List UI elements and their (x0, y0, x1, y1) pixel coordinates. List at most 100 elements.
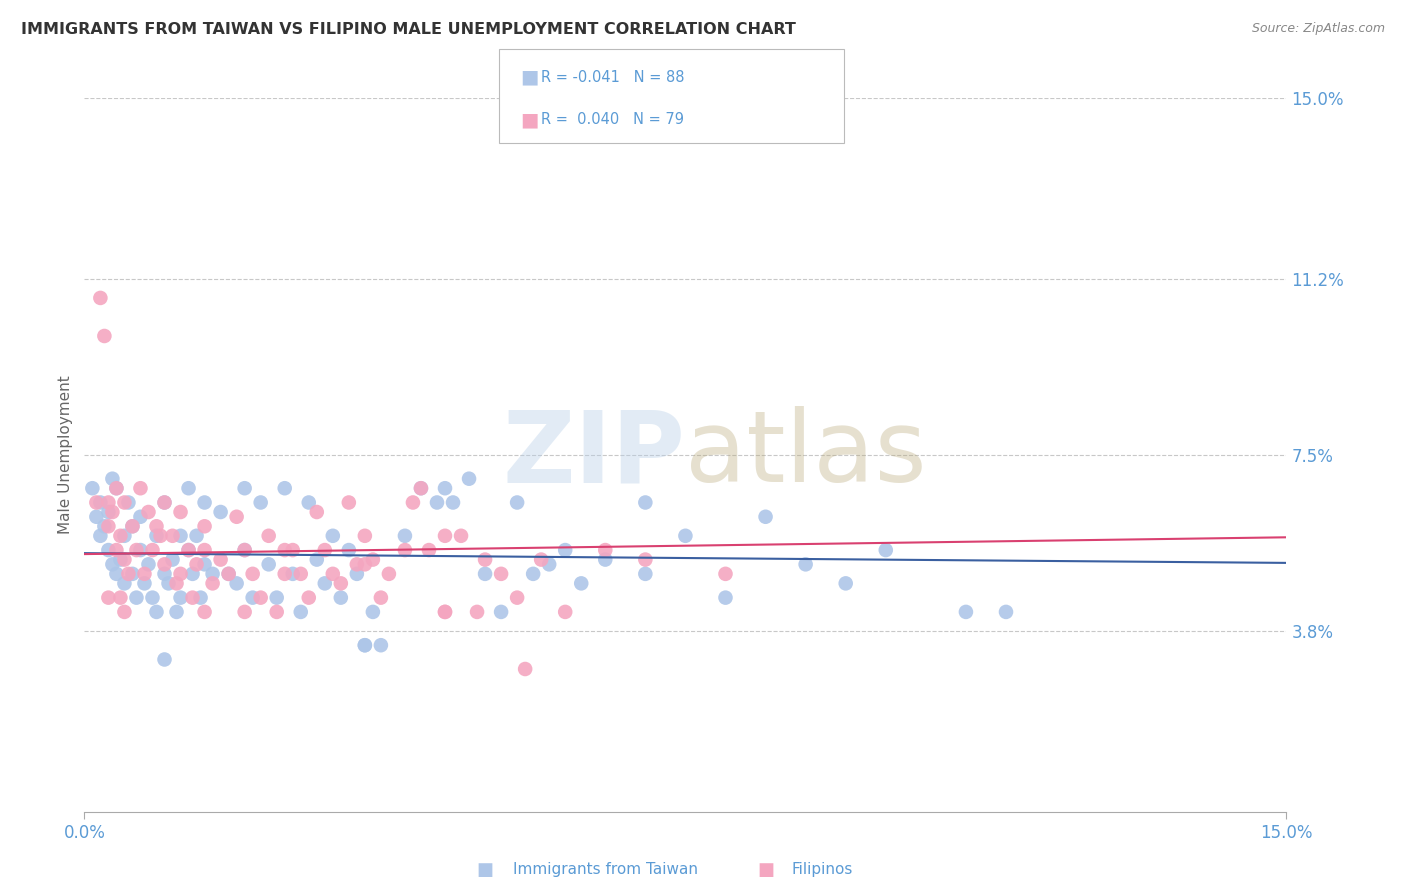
Point (441, 495, 464, 509)
Point (97, 591, 120, 605)
Point (835, 576, 858, 591)
Point (378, 566, 401, 581)
Point (329, 591, 352, 605)
Point (153, 566, 176, 581)
Point (426, 495, 449, 509)
Text: Filipinos: Filipinos (792, 863, 853, 877)
Text: IMMIGRANTS FROM TAIWAN VS FILIPINO MALE UNEMPLOYMENT CORRELATION CHART: IMMIGRANTS FROM TAIWAN VS FILIPINO MALE … (21, 22, 796, 37)
Point (298, 495, 321, 509)
Point (714, 566, 737, 581)
Point (249, 591, 271, 605)
Point (506, 495, 529, 509)
Point (361, 605, 384, 619)
Point (153, 558, 176, 572)
Point (233, 481, 256, 495)
Text: ZIP: ZIP (502, 407, 686, 503)
Point (218, 566, 240, 581)
Point (354, 529, 377, 543)
Point (114, 552, 135, 566)
Point (538, 558, 561, 572)
Point (370, 591, 392, 605)
Point (129, 509, 152, 524)
Point (418, 543, 440, 558)
Point (257, 558, 280, 572)
Point (181, 566, 204, 581)
Point (110, 591, 132, 605)
Point (169, 566, 191, 581)
Point (93, 519, 115, 533)
Point (89, 529, 111, 543)
Text: atlas: atlas (686, 407, 927, 503)
Point (409, 481, 432, 495)
Point (89, 291, 111, 305)
Point (530, 552, 553, 566)
Point (675, 529, 697, 543)
Point (162, 552, 184, 566)
Point (169, 505, 191, 519)
Point (110, 552, 132, 566)
Point (145, 605, 167, 619)
Point (274, 566, 297, 581)
Point (402, 495, 425, 509)
Point (121, 519, 143, 533)
Point (370, 638, 392, 652)
Point (489, 605, 512, 619)
Point (233, 605, 256, 619)
Point (209, 505, 232, 519)
Point (194, 605, 217, 619)
Point (489, 566, 512, 581)
Point (194, 495, 217, 509)
Point (145, 519, 167, 533)
Point (181, 591, 204, 605)
Point (394, 543, 416, 558)
Point (186, 529, 208, 543)
Point (257, 529, 280, 543)
Point (322, 566, 344, 581)
Point (266, 591, 288, 605)
Point (714, 591, 737, 605)
Point (409, 481, 432, 495)
Point (177, 543, 200, 558)
Point (177, 543, 200, 558)
Point (281, 566, 304, 581)
Point (86, 509, 108, 524)
Point (305, 505, 328, 519)
Point (474, 552, 496, 566)
Point (97, 543, 120, 558)
Point (634, 495, 657, 509)
Point (105, 543, 128, 558)
Point (337, 495, 360, 509)
Point (110, 529, 132, 543)
Point (218, 566, 240, 581)
Point (194, 543, 217, 558)
Point (515, 662, 537, 676)
Y-axis label: Male Unemployment: Male Unemployment (58, 376, 73, 534)
Point (281, 543, 304, 558)
Point (329, 576, 352, 591)
Point (105, 481, 128, 495)
Point (97, 495, 120, 509)
Point (249, 495, 271, 509)
Point (134, 576, 156, 591)
Point (105, 566, 128, 581)
Point (125, 543, 148, 558)
Point (225, 576, 247, 591)
Point (337, 543, 360, 558)
Point (346, 558, 368, 572)
Point (121, 566, 143, 581)
Point (209, 552, 232, 566)
Point (138, 505, 160, 519)
Point (394, 529, 416, 543)
Point (194, 558, 217, 572)
Point (354, 638, 377, 652)
Point (554, 543, 576, 558)
Point (875, 543, 897, 558)
Point (434, 605, 457, 619)
Point (242, 566, 264, 581)
Point (114, 576, 135, 591)
Point (141, 543, 163, 558)
Point (121, 519, 143, 533)
Text: ■: ■ (520, 110, 538, 129)
Point (595, 543, 617, 558)
Point (153, 495, 176, 509)
